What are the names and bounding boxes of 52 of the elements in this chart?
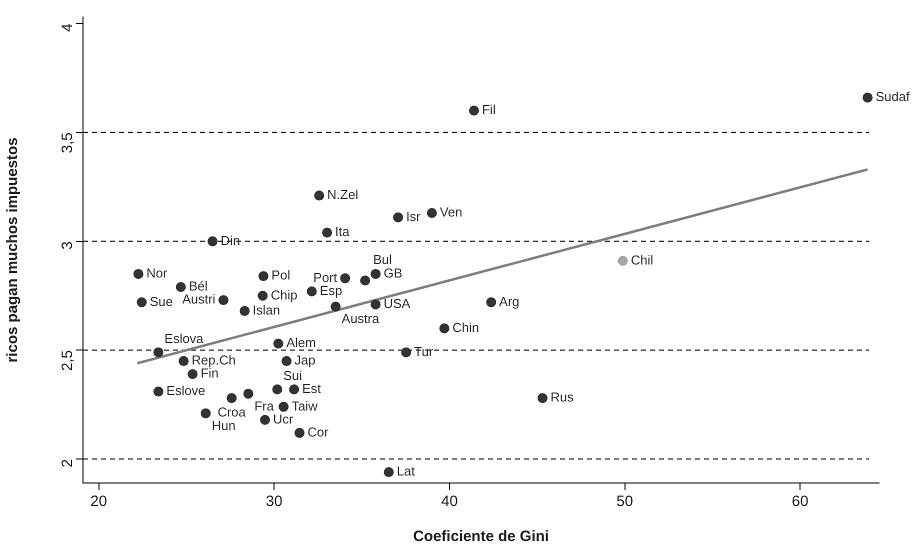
annotation: Arg	[499, 294, 520, 309]
annotation: Eslova	[164, 330, 204, 346]
x-tick-label: 30	[266, 493, 282, 510]
annotation: Isr	[406, 208, 422, 224]
y-axis-title: ricos pagan muchos impuestos	[4, 137, 22, 363]
annotation: Fil	[482, 102, 496, 118]
annotation: Austra	[342, 311, 380, 326]
annotation: Ita	[335, 224, 350, 240]
annotation: Lat	[396, 464, 416, 479]
annotation: Chip	[270, 287, 298, 302]
annotation: Fin	[200, 366, 219, 381]
annotation: Nor	[146, 266, 168, 281]
annotation: Jap	[294, 352, 316, 368]
annotation: GB	[384, 266, 402, 281]
y-tick-label: 3	[59, 241, 76, 250]
annotation: Bél	[188, 278, 208, 294]
annotation: Cor	[308, 424, 330, 440]
annotation: Sudaf	[876, 89, 910, 104]
y-tick-label: 2,5	[59, 350, 76, 372]
annotation: USA	[384, 296, 411, 312]
x-tick-label: 60	[792, 493, 808, 510]
annotation: Alem	[286, 335, 316, 350]
annotation: Croa	[218, 404, 247, 420]
annotation: Austri	[182, 292, 216, 307]
annotation: Islan	[252, 302, 280, 318]
annotation: Est	[302, 380, 322, 396]
x-tick-label: 40	[441, 493, 458, 510]
annotation: N.Zel	[327, 187, 358, 202]
annotation: Chil	[630, 252, 654, 268]
annotation: Rep.Ch	[192, 352, 236, 368]
annotation: Esp	[320, 282, 342, 298]
annotation: Ven	[440, 204, 462, 220]
annotation: Eslove	[166, 383, 206, 398]
annotation: Rus	[550, 390, 574, 405]
y-tick-label: 3,5	[59, 132, 76, 154]
annotation: Bul	[373, 252, 392, 268]
annotation: Sue	[150, 294, 173, 309]
annotation: Hun	[212, 418, 236, 433]
annotation: Port	[313, 270, 338, 285]
annotation: Fra	[254, 398, 275, 414]
annotation: Sui	[283, 368, 302, 383]
annotation: Pol	[271, 268, 290, 283]
annotation: Din	[220, 232, 240, 248]
annotation: Tur	[414, 344, 434, 359]
annotation: Ucr	[272, 411, 294, 426]
x-tick-label: 20	[90, 493, 108, 510]
x-tick-label: 50	[616, 493, 634, 510]
y-tick-label: 4	[59, 24, 76, 32]
annotation: Taiw	[292, 398, 318, 414]
annotation: Chin	[452, 320, 480, 335]
x-axis-title: Coeficiente de Gini	[413, 528, 549, 546]
y-tick-label: 2	[59, 459, 76, 468]
